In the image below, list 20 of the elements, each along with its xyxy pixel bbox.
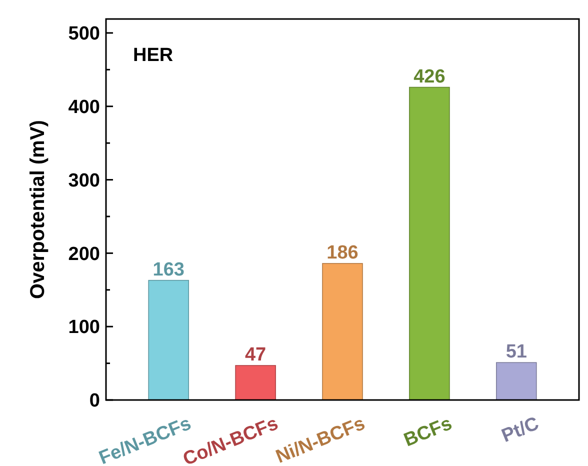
data-label: 163 — [152, 259, 184, 280]
bar — [148, 280, 190, 400]
bar — [496, 362, 537, 400]
data-label: 186 — [326, 242, 358, 264]
bar — [409, 86, 450, 400]
y-tick-label: 500 — [68, 24, 100, 45]
annotation: HER — [133, 45, 174, 66]
bar — [235, 365, 276, 400]
y-tick-label: 300 — [68, 170, 100, 192]
y-tick-label: 0 — [89, 390, 100, 412]
data-label: 426 — [414, 66, 446, 88]
y-tick-label: 400 — [68, 97, 100, 118]
x-tick-label: BCFs — [401, 413, 456, 452]
data-label: 51 — [506, 342, 528, 363]
bar — [322, 263, 363, 400]
x-tick-label: Pt/C — [498, 413, 542, 447]
y-tick-label: 200 — [68, 244, 100, 265]
data-label: 47 — [244, 344, 266, 366]
y-axis-title: Overpotential (mV) — [27, 120, 49, 299]
y-tick-label: 100 — [68, 317, 100, 338]
